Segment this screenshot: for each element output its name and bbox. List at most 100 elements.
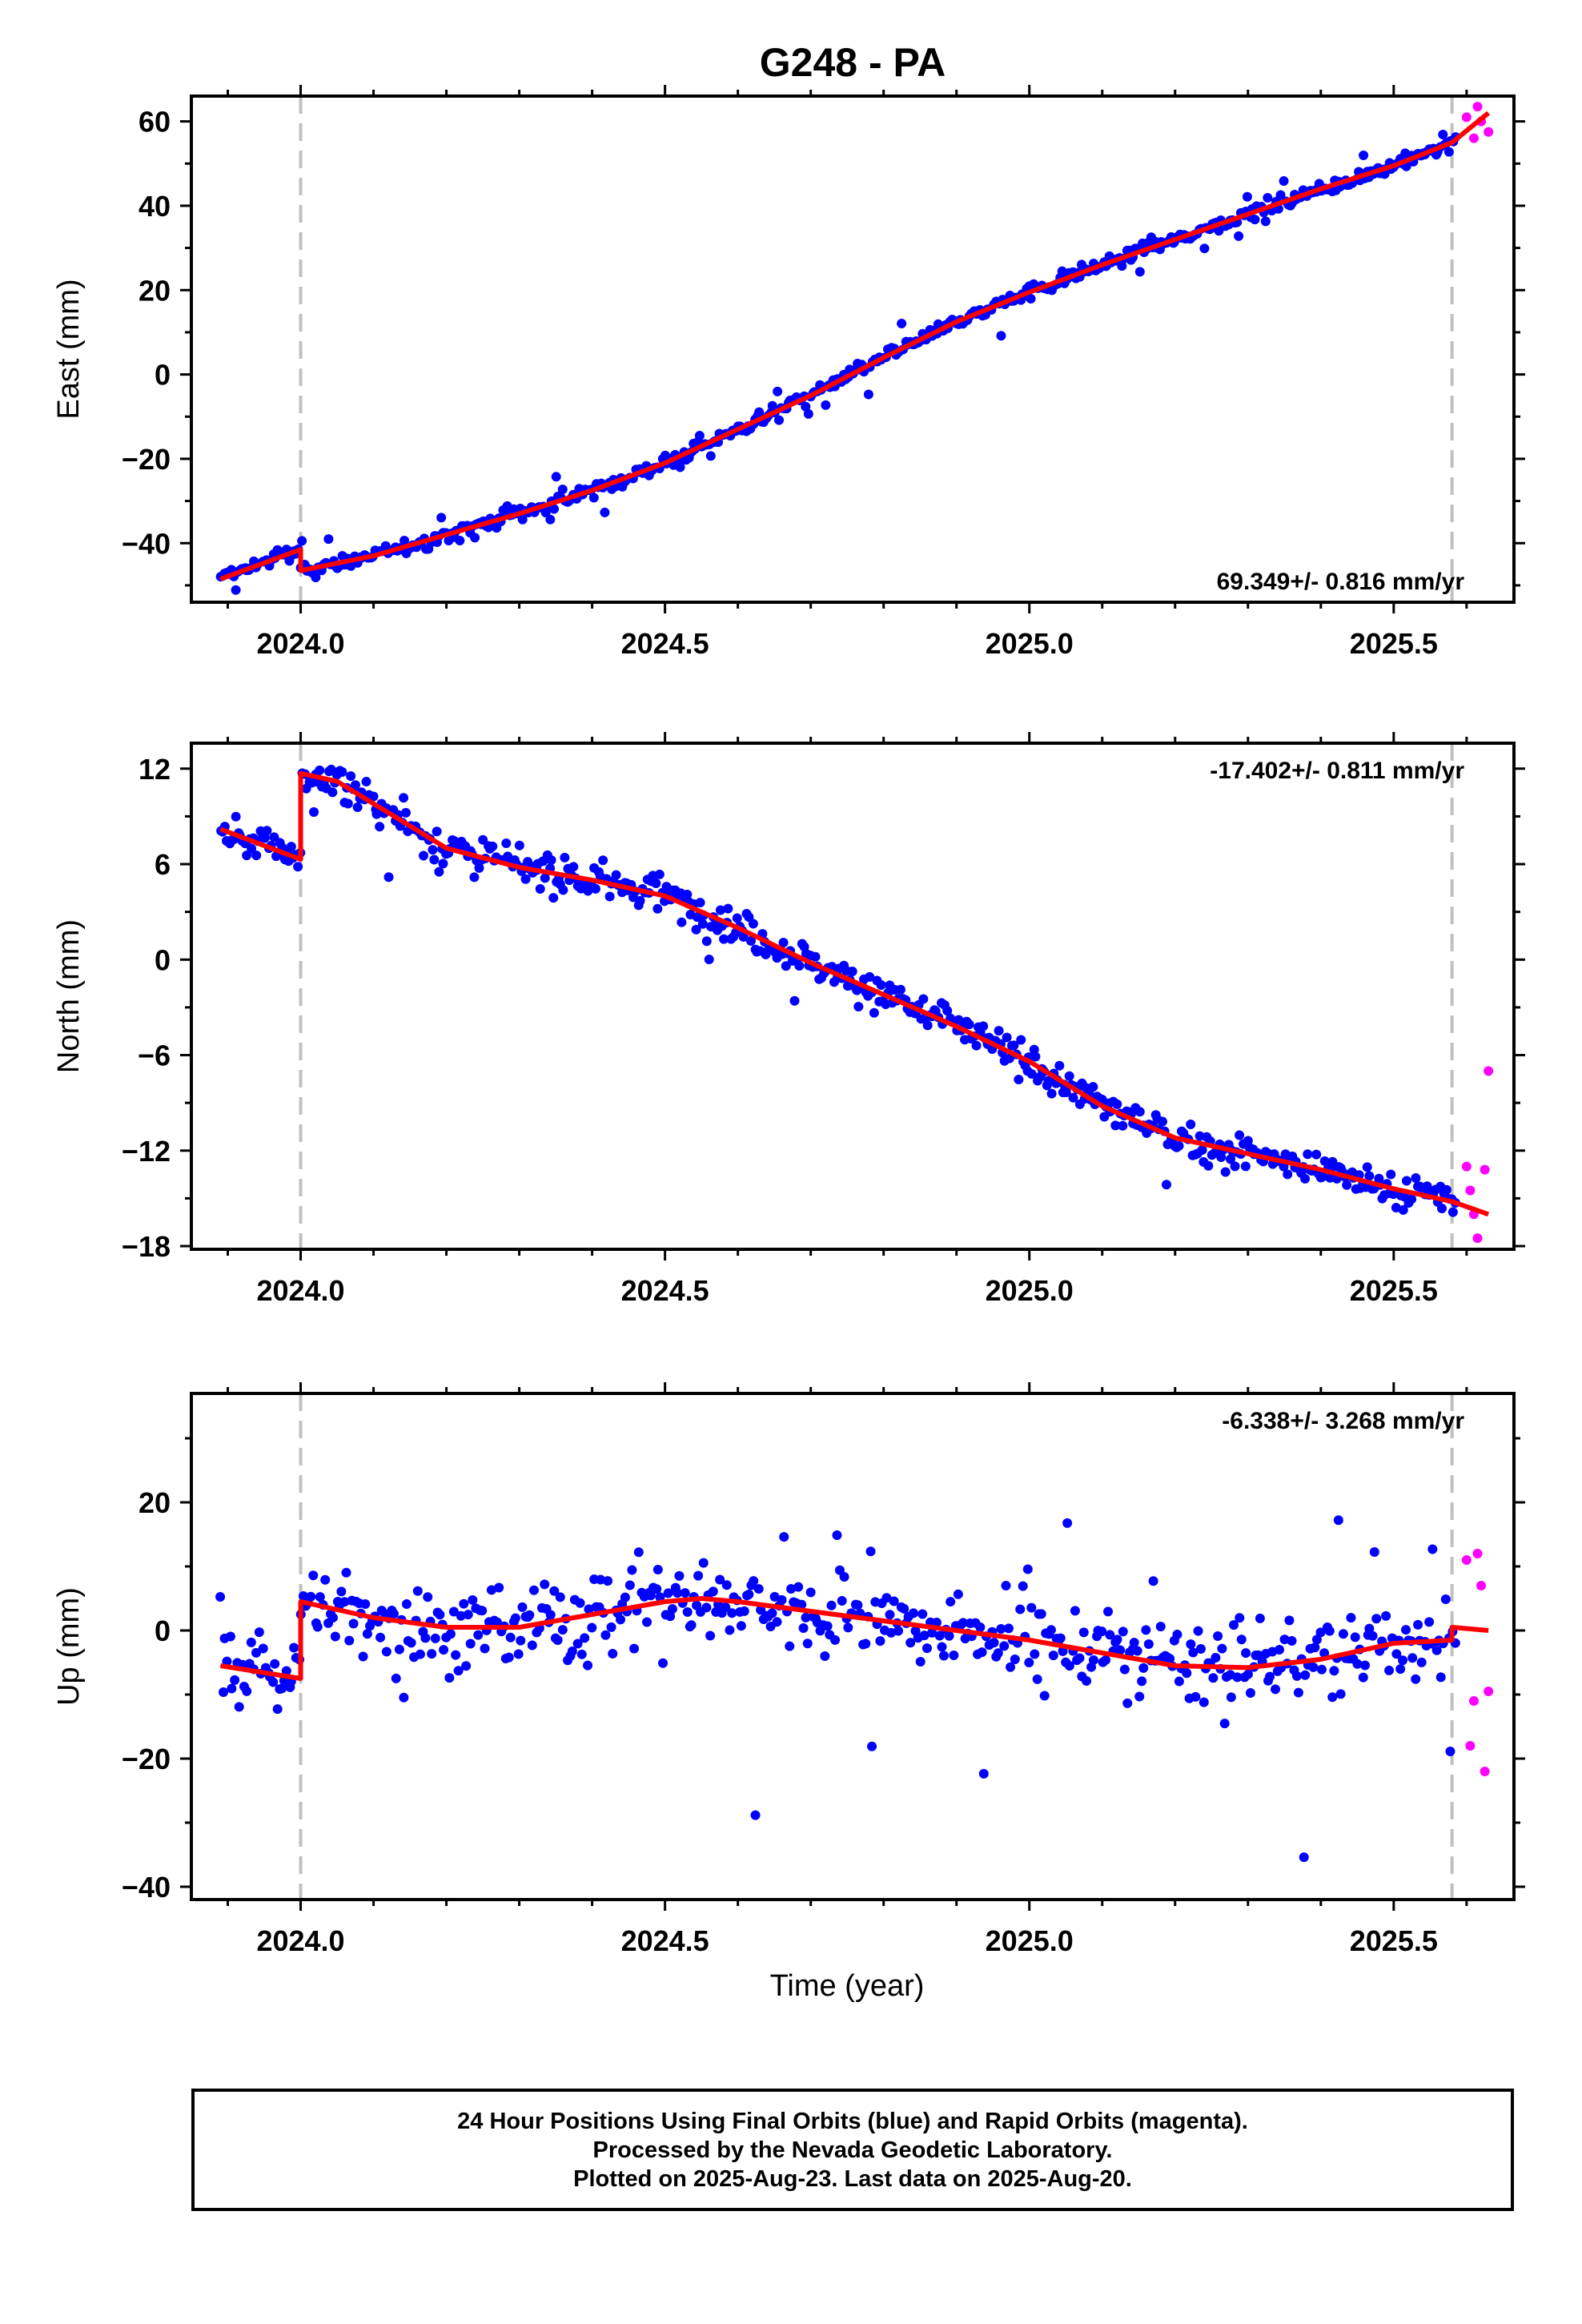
final-orbit-point xyxy=(701,936,712,947)
final-orbit-point xyxy=(875,1636,885,1647)
model-fit-line xyxy=(219,1596,1489,1681)
final-orbit-points xyxy=(216,764,1460,1217)
final-orbit-point xyxy=(1234,231,1244,241)
final-orbit-point xyxy=(1018,1581,1028,1591)
final-orbit-point xyxy=(1199,1697,1209,1707)
y-tick-label: 12 xyxy=(139,753,171,786)
rapid-orbit-point xyxy=(1484,1066,1494,1076)
rapid-orbit-point xyxy=(1465,1741,1476,1751)
final-orbit-point xyxy=(341,1567,351,1578)
y-tick-label: 40 xyxy=(139,190,171,223)
x-tick-label: 2024.5 xyxy=(621,1924,709,1957)
final-orbit-point xyxy=(651,879,661,889)
final-orbit-point xyxy=(246,1637,256,1647)
final-orbit-point xyxy=(1235,1130,1245,1140)
final-orbit-point xyxy=(899,1603,909,1614)
north-panel: 2024.0 2024.5 2025.0 2025.5 −18 −12 −6 0 6 12 Nort… xyxy=(52,732,1525,1307)
final-orbit-point xyxy=(258,1643,268,1654)
y-tick-label: 0 xyxy=(155,1614,171,1647)
final-orbit-point xyxy=(652,1584,662,1594)
final-orbit-point xyxy=(480,1643,490,1654)
final-orbit-point xyxy=(658,1658,669,1668)
final-orbit-point xyxy=(1364,1171,1375,1181)
final-orbit-point xyxy=(1129,1638,1139,1648)
final-orbit-point xyxy=(1043,1076,1054,1086)
y-tick-label: 6 xyxy=(155,848,171,881)
final-orbit-point xyxy=(469,872,480,883)
final-orbit-point xyxy=(1411,1674,1421,1684)
final-orbit-point xyxy=(1110,1120,1121,1131)
final-orbit-point xyxy=(721,1580,732,1590)
final-orbit-point xyxy=(750,1810,761,1820)
final-orbit-point xyxy=(375,1632,386,1642)
final-orbit-point xyxy=(606,1622,616,1632)
final-orbit-point xyxy=(705,1630,716,1641)
final-orbit-point xyxy=(598,855,608,866)
final-orbit-point xyxy=(1398,1204,1408,1215)
final-orbit-point xyxy=(557,485,568,495)
final-orbit-point xyxy=(1283,1169,1293,1180)
final-orbit-point xyxy=(231,585,241,595)
final-orbit-point xyxy=(361,777,371,787)
y-axis-label: North (mm) xyxy=(52,919,86,1073)
footer-line-1: 24 Hour Positions Using Final Orbits (bl… xyxy=(457,2108,1248,2134)
final-orbit-point xyxy=(306,1591,316,1602)
final-orbit-point xyxy=(1003,1623,1014,1634)
final-orbit-point xyxy=(527,1640,537,1651)
final-orbit-point xyxy=(1157,1116,1167,1127)
final-orbit-point xyxy=(517,1602,528,1612)
final-orbit-point xyxy=(453,1666,464,1676)
final-orbit-point xyxy=(1148,1576,1158,1586)
final-orbit-point xyxy=(1358,1672,1368,1683)
final-orbit-point xyxy=(465,1638,476,1649)
final-orbit-point xyxy=(897,319,907,329)
final-orbit-point xyxy=(401,1599,412,1610)
final-orbit-point xyxy=(832,1530,842,1540)
final-orbit-point xyxy=(1004,1053,1014,1063)
final-orbit-point xyxy=(893,1626,904,1636)
final-orbit-point xyxy=(885,1610,895,1620)
final-orbit-point xyxy=(1137,1676,1147,1687)
final-orbit-point xyxy=(1342,1180,1352,1190)
final-orbit-point xyxy=(439,1645,449,1655)
final-orbit-point xyxy=(1172,1630,1182,1640)
final-orbit-point xyxy=(805,1587,816,1598)
final-orbit-point xyxy=(917,1609,928,1619)
figure-title: G248 - PA xyxy=(760,40,946,85)
final-orbit-point xyxy=(867,1741,877,1751)
final-orbit-point xyxy=(1141,1625,1151,1635)
final-orbit-point xyxy=(954,1015,964,1025)
final-orbit-point xyxy=(505,1632,516,1642)
final-orbit-point xyxy=(336,1586,347,1597)
final-orbit-point xyxy=(552,1634,563,1645)
final-orbit-point xyxy=(989,1638,999,1648)
final-orbit-point xyxy=(371,809,382,819)
final-orbit-point xyxy=(996,1623,1006,1634)
x-tick-label: 2024.0 xyxy=(256,627,344,660)
rapid-orbit-point xyxy=(1472,102,1483,112)
final-orbit-point xyxy=(1024,1658,1034,1668)
final-orbit-point xyxy=(1260,216,1271,227)
final-orbit-point xyxy=(549,1586,560,1596)
final-orbit-point xyxy=(1327,1692,1338,1703)
final-orbit-point xyxy=(268,1677,279,1687)
final-orbit-point xyxy=(1311,1149,1322,1160)
model-fit-line xyxy=(219,111,1491,581)
final-orbit-point xyxy=(1413,1619,1423,1630)
final-orbit-point xyxy=(675,462,685,472)
final-orbit-point xyxy=(1054,1060,1065,1071)
final-orbit-point xyxy=(234,1702,244,1712)
final-orbit-point xyxy=(494,1582,504,1593)
final-orbit-point xyxy=(1134,1691,1145,1702)
final-orbit-point xyxy=(432,826,442,837)
final-orbit-point xyxy=(886,1627,897,1638)
final-orbit-point xyxy=(1162,1180,1172,1190)
final-orbit-point xyxy=(1208,1673,1219,1683)
final-orbit-point xyxy=(1039,1691,1050,1701)
x-tick-label: 2025.0 xyxy=(986,627,1074,660)
final-orbit-point xyxy=(1284,1615,1295,1626)
final-orbit-point xyxy=(655,1592,665,1602)
final-orbit-point xyxy=(399,1692,409,1703)
final-orbit-point xyxy=(583,1660,593,1671)
final-orbit-point xyxy=(881,1593,892,1603)
